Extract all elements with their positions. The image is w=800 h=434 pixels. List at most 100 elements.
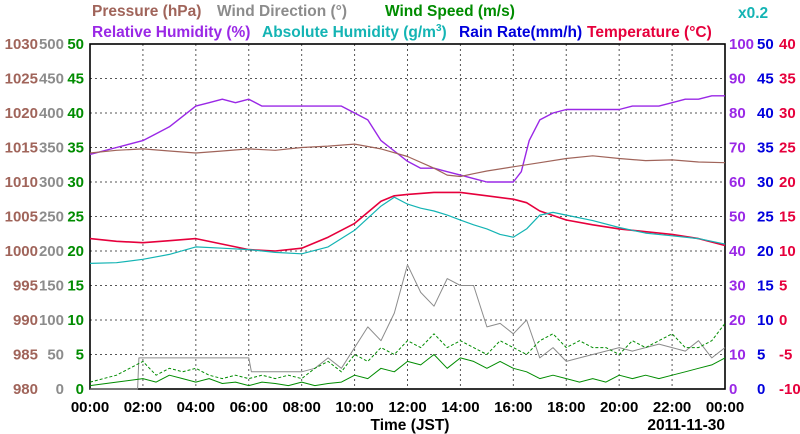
y-tick-wind-direction: 400 bbox=[39, 105, 64, 122]
y-tick-temperature: 10 bbox=[779, 243, 796, 260]
y-tick-rain-rate: 45 bbox=[757, 71, 774, 88]
y-tick-wind-direction: 50 bbox=[47, 347, 64, 364]
y-tick-rain-rate: 40 bbox=[757, 105, 774, 122]
y-tick-wind-direction: 500 bbox=[39, 36, 64, 53]
x-tick-label: 10:00 bbox=[335, 399, 373, 416]
legend-scale-note: x0.2 bbox=[738, 5, 768, 22]
y-tick-rel-humidity: 30 bbox=[729, 278, 746, 295]
y-tick-rain-rate: 35 bbox=[757, 140, 774, 157]
y-tick-temperature: 0 bbox=[779, 312, 787, 329]
y-tick-wind-speed: 40 bbox=[67, 105, 84, 122]
y-tick-wind-direction: 200 bbox=[39, 243, 64, 260]
x-tick-label: 00:00 bbox=[71, 399, 109, 416]
legend-temperature: Temperature (°C) bbox=[587, 24, 712, 41]
legend-absolute-humidity: Absolute Humidity (g/m3) bbox=[262, 23, 447, 41]
y-tick-temperature: 40 bbox=[779, 36, 796, 53]
x-tick-label: 18:00 bbox=[547, 399, 585, 416]
legend-pressure: Pressure (hPa) bbox=[92, 3, 201, 20]
y-tick-wind-speed: 20 bbox=[67, 243, 84, 260]
plot-grid bbox=[90, 44, 725, 389]
y-tick-temperature: 20 bbox=[779, 174, 796, 191]
y-tick-rel-humidity: 90 bbox=[729, 71, 746, 88]
x-tick-label: 04:00 bbox=[177, 399, 215, 416]
y-tick-rain-rate: 20 bbox=[757, 243, 774, 260]
x-tick-label: 16:00 bbox=[494, 399, 532, 416]
legend-wind-speed: Wind Speed (m/s) bbox=[385, 3, 515, 20]
y-tick-rain-rate: 10 bbox=[757, 312, 774, 329]
y-tick-pressure: 1015 bbox=[5, 140, 38, 157]
y-tick-wind-direction: 250 bbox=[39, 209, 64, 226]
y-tick-pressure: 990 bbox=[13, 312, 38, 329]
y-tick-rel-humidity: 10 bbox=[729, 347, 746, 364]
legend-wind-direction: Wind Direction (°) bbox=[217, 3, 347, 20]
plot-frame bbox=[89, 43, 726, 390]
x-tick-label: 22:00 bbox=[653, 399, 691, 416]
y-tick-wind-speed: 35 bbox=[67, 140, 84, 157]
y-tick-wind-direction: 0 bbox=[56, 381, 64, 398]
x-tick-label: 06:00 bbox=[230, 399, 268, 416]
y-tick-pressure: 1005 bbox=[5, 209, 38, 226]
y-tick-rain-rate: 0 bbox=[757, 381, 765, 398]
y-tick-rel-humidity: 60 bbox=[729, 174, 746, 191]
y-tick-rel-humidity: 0 bbox=[729, 381, 737, 398]
legend-relative-humidity: Relative Humidity (%) bbox=[92, 24, 250, 41]
y-tick-pressure: 995 bbox=[13, 278, 38, 295]
y-tick-rel-humidity: 100 bbox=[729, 36, 754, 53]
abs-humidity-sup: 3 bbox=[436, 23, 442, 34]
y-tick-pressure: 1025 bbox=[5, 71, 38, 88]
x-tick-label: 12:00 bbox=[388, 399, 426, 416]
y-tick-temperature: -10 bbox=[779, 381, 800, 398]
x-tick-label: 14:00 bbox=[441, 399, 479, 416]
y-tick-wind-speed: 45 bbox=[67, 71, 84, 88]
series-wind-speed-m-s bbox=[89, 354, 726, 387]
series-layer bbox=[89, 95, 726, 390]
y-tick-temperature: 30 bbox=[779, 105, 796, 122]
y-tick-pressure: 1000 bbox=[5, 243, 38, 260]
date-label: 2011-11-30 bbox=[647, 417, 725, 434]
y-tick-rel-humidity: 80 bbox=[729, 105, 746, 122]
y-tick-temperature: 25 bbox=[779, 140, 796, 157]
y-tick-wind-speed: 0 bbox=[76, 381, 84, 398]
x-axis-label: Time (JST) bbox=[371, 417, 450, 434]
x-tick-label: 02:00 bbox=[124, 399, 162, 416]
y-tick-wind-direction: 100 bbox=[39, 312, 64, 329]
y-tick-rel-humidity: 70 bbox=[729, 140, 746, 157]
y-tick-temperature: 15 bbox=[779, 209, 796, 226]
y-tick-rain-rate: 30 bbox=[757, 174, 774, 191]
series-absolute-humidity-g-m3 bbox=[89, 196, 726, 264]
abs-humidity-label: Absolute Humidity (g/m bbox=[262, 24, 436, 41]
y-tick-rain-rate: 25 bbox=[757, 209, 774, 226]
series-pressure-hpa bbox=[89, 143, 726, 178]
y-tick-rain-rate: 50 bbox=[757, 36, 774, 53]
y-tick-temperature: -5 bbox=[779, 347, 792, 364]
y-tick-rain-rate: 5 bbox=[757, 347, 765, 364]
legend-rain-rate: Rain Rate(mm/h) bbox=[459, 24, 582, 41]
y-tick-rel-humidity: 40 bbox=[729, 243, 746, 260]
y-tick-pressure: 1020 bbox=[5, 105, 38, 122]
y-tick-temperature: 35 bbox=[779, 71, 796, 88]
y-tick-pressure: 1030 bbox=[5, 36, 38, 53]
y-tick-wind-direction: 350 bbox=[39, 140, 64, 157]
y-tick-wind-direction: 300 bbox=[39, 174, 64, 191]
axis-ticks: 9809859909951000100510101015102010251030… bbox=[5, 36, 800, 416]
y-tick-pressure: 985 bbox=[13, 347, 38, 364]
y-tick-pressure: 980 bbox=[13, 381, 38, 398]
series-temperature-c bbox=[89, 191, 726, 252]
series-wind-speed-gust-m-s bbox=[89, 323, 726, 383]
y-tick-rel-humidity: 50 bbox=[729, 209, 746, 226]
y-tick-wind-direction: 450 bbox=[39, 71, 64, 88]
y-tick-wind-speed: 30 bbox=[67, 174, 84, 191]
series-wind-direction bbox=[90, 264, 726, 390]
y-tick-pressure: 1010 bbox=[5, 174, 38, 191]
y-tick-wind-speed: 50 bbox=[67, 36, 84, 53]
y-tick-wind-speed: 10 bbox=[67, 312, 84, 329]
x-tick-label: 00:00 bbox=[706, 399, 744, 416]
abs-humidity-end: ) bbox=[442, 24, 447, 41]
x-tick-label: 20:00 bbox=[600, 399, 638, 416]
x-tick-label: 08:00 bbox=[282, 399, 320, 416]
y-tick-wind-direction: 150 bbox=[39, 278, 64, 295]
y-tick-wind-speed: 15 bbox=[67, 278, 84, 295]
y-tick-wind-speed: 5 bbox=[76, 347, 84, 364]
y-tick-wind-speed: 25 bbox=[67, 209, 84, 226]
